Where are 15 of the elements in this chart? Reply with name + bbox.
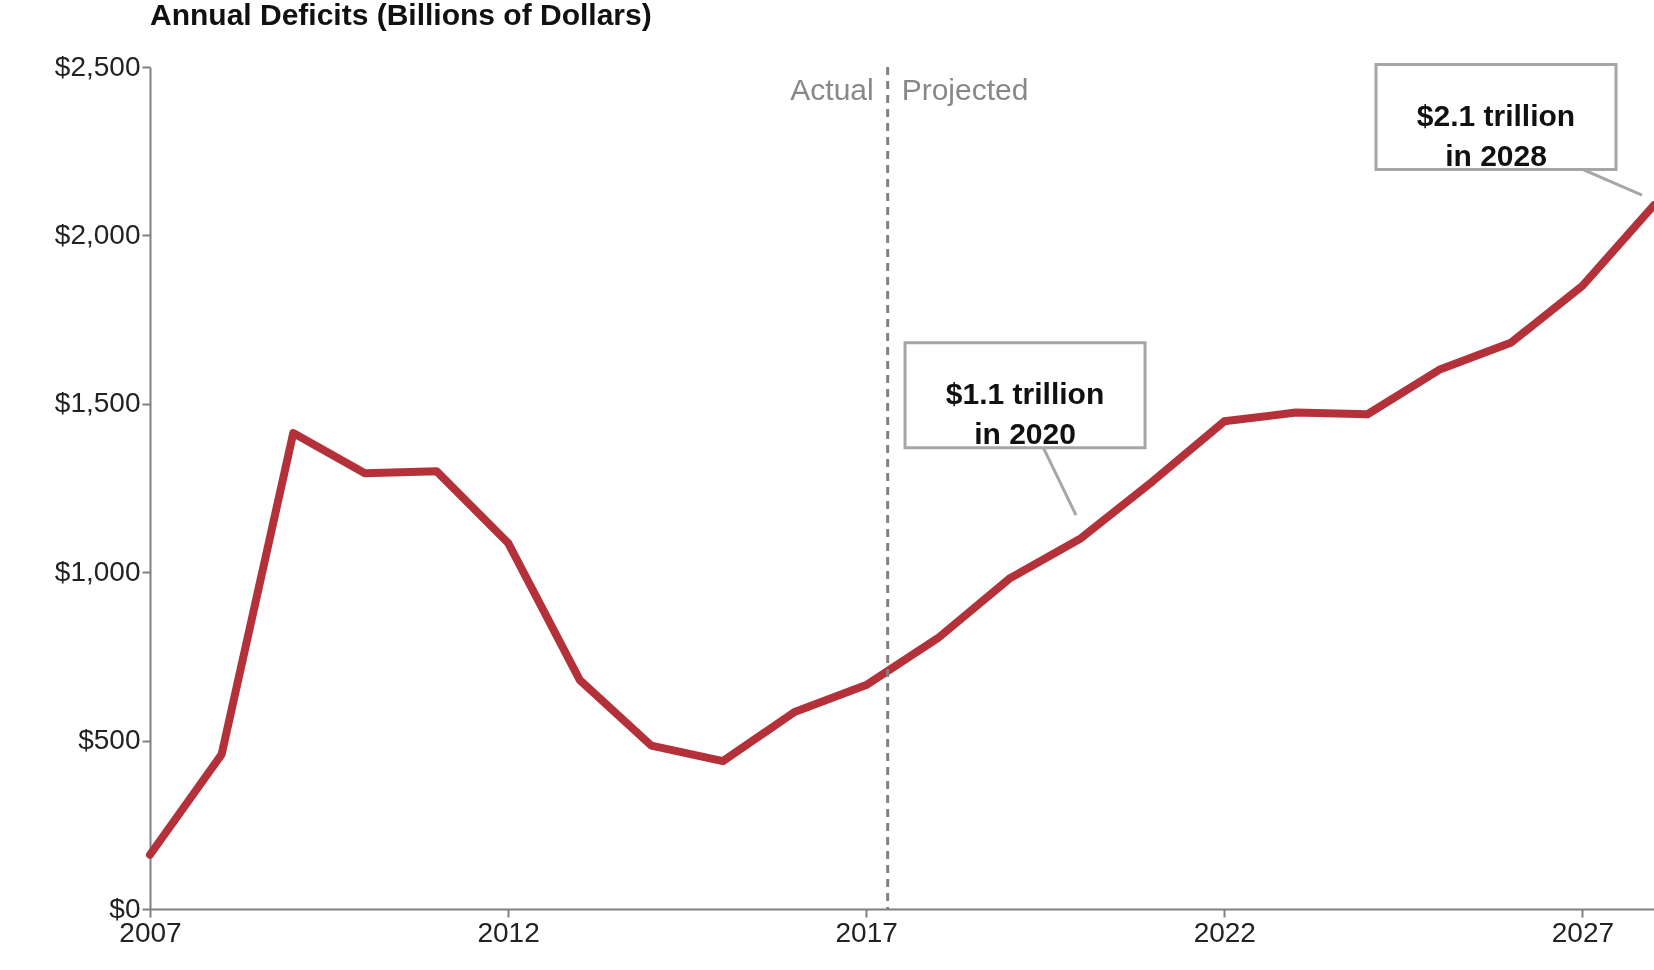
annotation: Projected: [901, 73, 1029, 106]
annotation: $2.1 trillion in 2028: [1416, 99, 1576, 173]
y-tick-label: $2,500: [54, 50, 141, 82]
x-tick-label: 2017: [835, 916, 898, 948]
y-tick-label: $1,000: [54, 555, 141, 587]
chart-title: Annual Deficits (Billions of Dollars): [150, 0, 652, 31]
y-tick-label: $1,500: [54, 387, 141, 419]
y-tick-label: $500: [78, 724, 141, 756]
y-tick-label: $0: [109, 892, 141, 924]
annotation: $1.1 trillion in 2020: [945, 377, 1105, 451]
y-tick-label: $2,000: [54, 218, 141, 250]
x-tick-label: 2012: [477, 916, 540, 948]
annotation: Actual: [790, 73, 874, 106]
x-tick-label: 2022: [1193, 916, 1256, 948]
x-tick-label: 2027: [1551, 916, 1615, 948]
